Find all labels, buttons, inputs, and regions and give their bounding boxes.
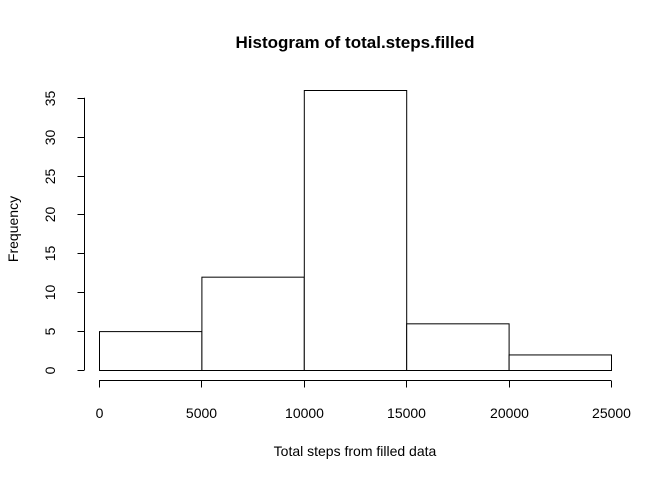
histogram-bar-1 bbox=[99, 331, 203, 372]
histogram-bar-2 bbox=[201, 276, 305, 371]
y-tick-label: 20 bbox=[42, 207, 58, 223]
bars-group bbox=[99, 90, 613, 372]
y-tick-label: 15 bbox=[42, 246, 58, 262]
x-tick-label: 0 bbox=[96, 405, 104, 421]
y-tick-label: 30 bbox=[42, 130, 58, 146]
y-tick-label: 5 bbox=[42, 327, 58, 335]
chart-title: Histogram of total.steps.filled bbox=[236, 33, 475, 52]
histogram-bar-5 bbox=[508, 354, 613, 372]
x-tick-label: 15000 bbox=[387, 405, 426, 421]
y-axis-label: Frequency bbox=[5, 196, 21, 262]
x-tick-label: 20000 bbox=[490, 405, 529, 421]
y-axis: 0 5 10 15 20 25 30 35 bbox=[42, 91, 85, 374]
x-axis: 0 5000 10000 15000 20000 25000 bbox=[96, 380, 631, 421]
y-tick-label: 35 bbox=[42, 91, 58, 107]
x-tick-label: 10000 bbox=[285, 405, 324, 421]
x-tick-label: 5000 bbox=[186, 405, 217, 421]
y-tick-label: 0 bbox=[42, 366, 58, 374]
x-tick-label: 25000 bbox=[592, 405, 631, 421]
y-tick-label: 25 bbox=[42, 169, 58, 185]
histogram-bar-4 bbox=[406, 323, 510, 372]
x-axis-label: Total steps from filled data bbox=[274, 443, 437, 459]
y-tick-label: 10 bbox=[42, 285, 58, 301]
histogram-bar-3 bbox=[303, 90, 408, 371]
